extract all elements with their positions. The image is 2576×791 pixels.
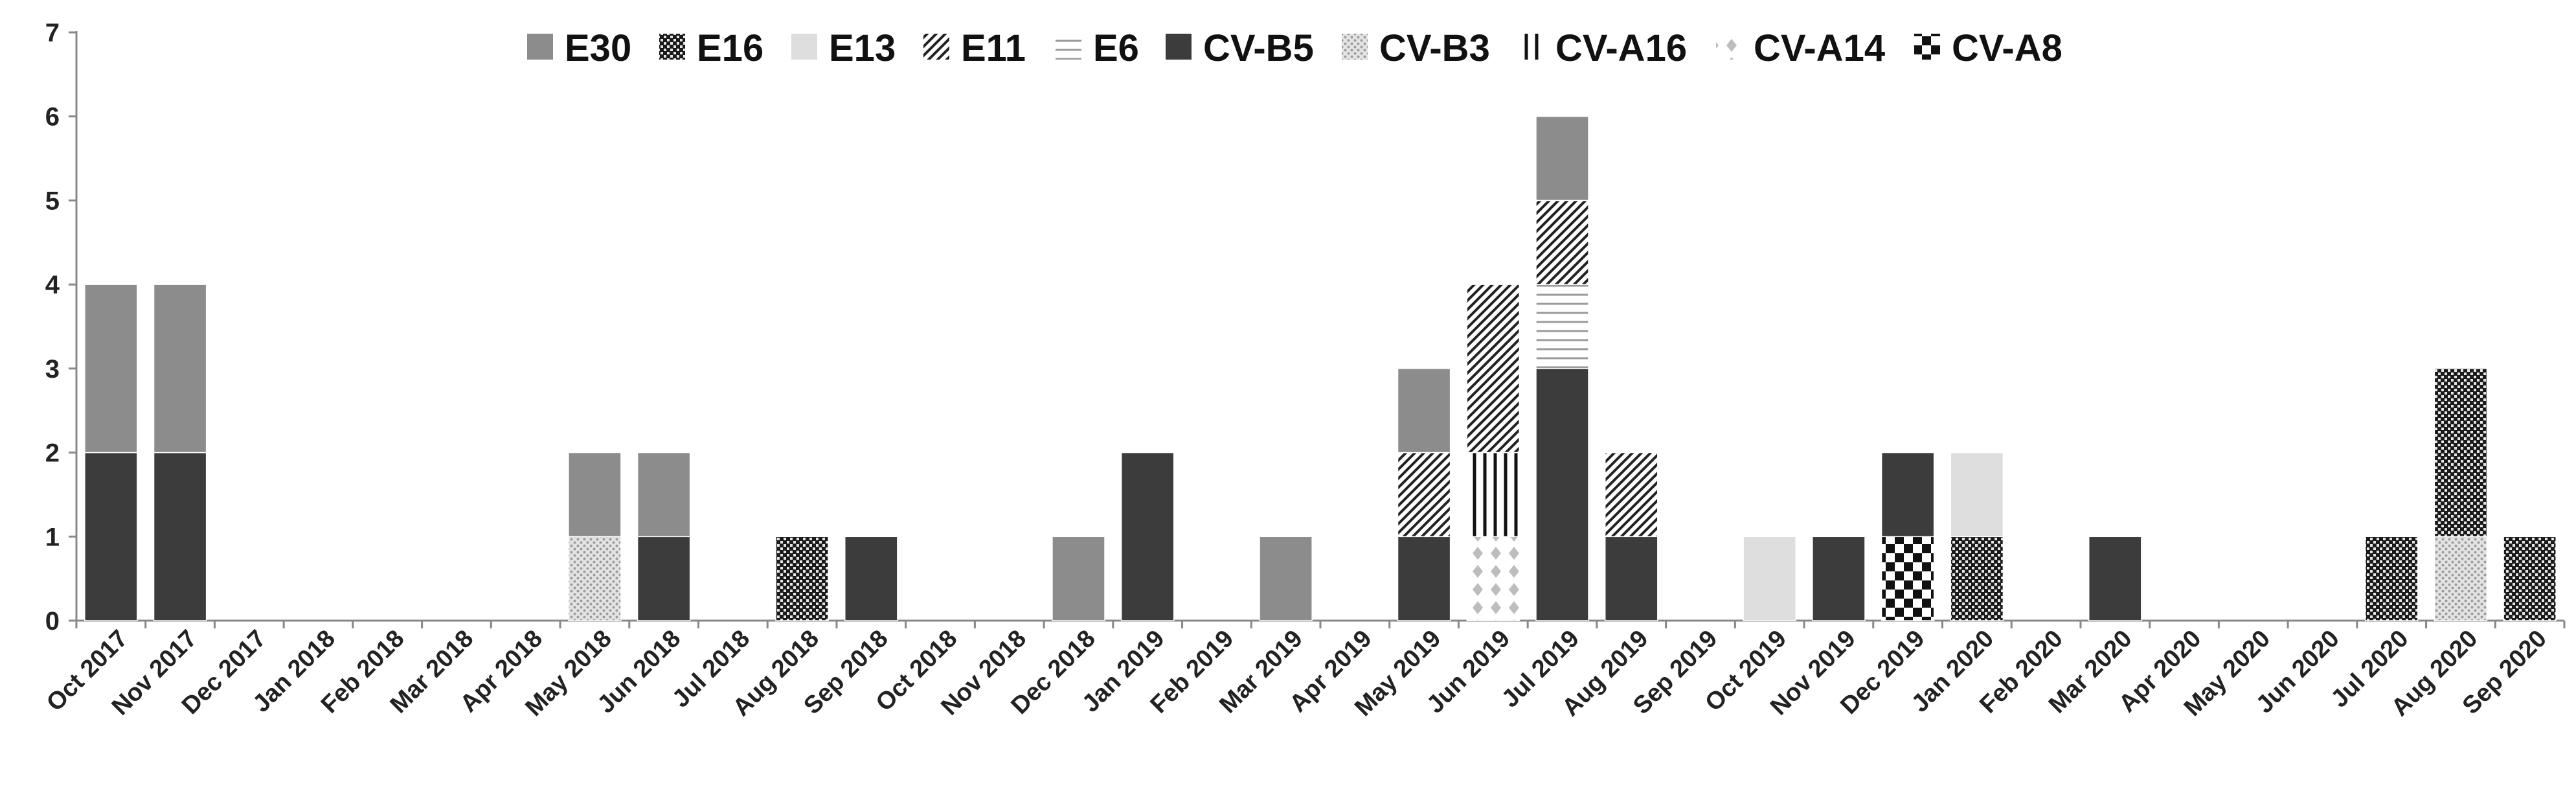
bar-segment-e30: [637, 452, 691, 538]
legend-label-cv-a8: CV-A8: [1952, 27, 2062, 69]
bar-segment-cv-b5: [2088, 536, 2142, 621]
legend-swatch-e6: [1056, 34, 1081, 60]
bar-segment-e11: [1397, 452, 1451, 538]
y-tick-label: 4: [45, 271, 60, 299]
bar-segment-e11: [1535, 200, 1589, 285]
bar-segment-cv-b5: [1812, 536, 1866, 621]
y-tick-label: 1: [45, 523, 60, 551]
bar-segment-e30: [568, 452, 622, 538]
bar-segment-cv-b5: [84, 452, 138, 621]
bar-segment-e16: [2364, 536, 2419, 621]
legend-swatch-e13: [791, 34, 817, 60]
legend-label-cv-a16: CV-A16: [1555, 27, 1687, 69]
legend-label-cv-b3: CV-B3: [1379, 27, 1490, 69]
y-tick-label: 7: [45, 19, 60, 47]
bar-segment-cv-b5: [1881, 452, 1935, 538]
bar-segment-cv-b5: [844, 536, 898, 621]
legend-swatch-cv-b3: [1342, 34, 1368, 60]
legend-swatch-cv-a16: [1518, 34, 1544, 60]
legend-label-e6: E6: [1093, 27, 1139, 69]
y-tick-label: 6: [45, 103, 60, 132]
bar-segment-e30: [1259, 536, 1313, 621]
bar-segment-e30: [84, 284, 138, 453]
bar-segment-e13: [1950, 452, 2004, 538]
bar-segment-e11: [1466, 284, 1520, 453]
bar-segment-e16: [2503, 536, 2557, 621]
bar-segment-e30: [1052, 536, 1105, 621]
bar-segment-cv-a14: [1466, 536, 1520, 621]
bar-segment-e16: [775, 536, 829, 621]
bar-segment-e16: [1950, 536, 2004, 621]
legend-swatch-e30: [527, 34, 553, 60]
legend-label-e30: E30: [565, 27, 631, 69]
bar-segment-cv-b5: [1397, 536, 1451, 621]
y-tick-label: 3: [45, 355, 60, 384]
legend-label-e11: E11: [961, 27, 1026, 69]
bar-segment-e16: [2434, 368, 2488, 538]
bar-segment-cv-a16: [1466, 452, 1520, 538]
y-axis: 0 1 2 3 4 5 6 7: [45, 19, 78, 636]
bar-segment-cv-b5: [1604, 536, 1658, 621]
bar-segment-cv-b5: [1535, 368, 1589, 621]
bar-segment-e11: [1604, 452, 1658, 538]
legend-swatch-cv-b5: [1166, 34, 1192, 60]
bar-segment-cv-b5: [637, 536, 691, 621]
y-tick-label: 5: [45, 187, 60, 215]
legend-swatch-e11: [923, 34, 949, 60]
y-tick-label: 0: [45, 607, 60, 636]
legend-swatch-cv-a14: [1716, 34, 1742, 60]
bar-segment-e13: [1743, 536, 1796, 621]
bar-segment-cv-b5: [153, 452, 207, 621]
bar-segment-cv-b3: [2434, 536, 2488, 621]
legend-label-e16: E16: [697, 27, 763, 69]
bar-segment-e30: [153, 284, 207, 453]
bar-segment-e30: [1535, 115, 1589, 201]
bar-segment-e30: [1397, 368, 1451, 453]
legend-label-cv-b5: CV-B5: [1203, 27, 1314, 69]
bar-stacks: [84, 115, 2557, 621]
bar-segment-e6: [1535, 284, 1589, 369]
legend-label-cv-a14: CV-A14: [1754, 27, 1885, 69]
y-tick-label: 2: [45, 439, 60, 468]
legend-swatch-e16: [659, 34, 685, 60]
bar-segment-cv-b5: [1120, 452, 1175, 621]
legend-swatch-cv-a8: [1914, 34, 1940, 60]
bar-segment-cv-a8: [1881, 536, 1935, 621]
legend-label-e13: E13: [829, 27, 896, 69]
legend: E30 E16 E13 E11 E6 CV-B5 CV-B3 CV-A16 CV-A14 CV-A…: [527, 27, 2062, 69]
bar-segment-cv-b3: [568, 536, 622, 621]
